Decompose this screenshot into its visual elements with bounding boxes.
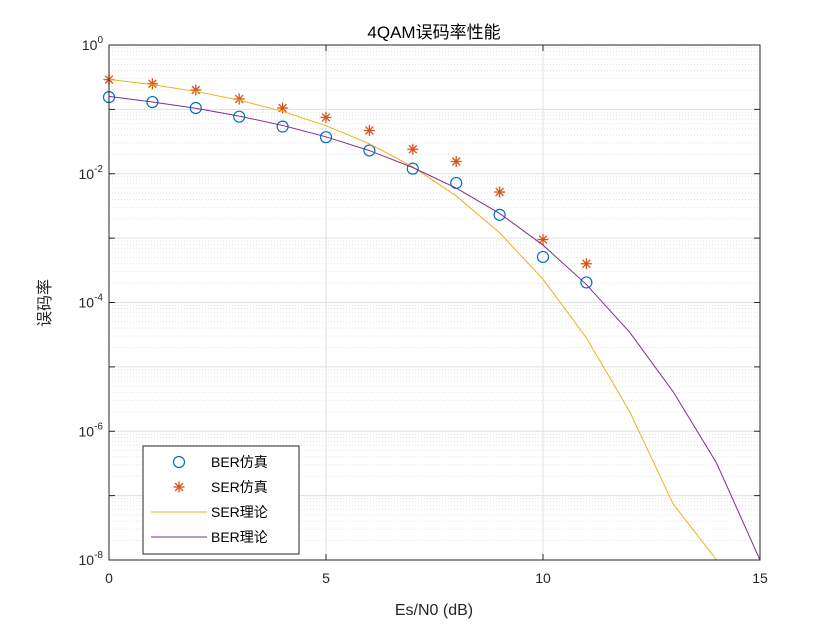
series-line <box>108 78 760 561</box>
asterisk-stroke <box>234 94 244 104</box>
asterisk-stroke <box>451 157 461 166</box>
x-tick-label: 0 <box>105 570 113 586</box>
data-point <box>580 276 593 289</box>
data-point <box>363 144 376 157</box>
legend-label: BER仿真 <box>211 454 268 470</box>
data-point <box>450 155 462 167</box>
legend-swatch <box>173 481 185 493</box>
data-point <box>363 124 375 136</box>
data-point <box>146 95 159 109</box>
asterisk-stroke <box>191 85 201 95</box>
x-tick-label: 15 <box>752 570 768 586</box>
y-tick-label: 10-2 <box>79 164 104 182</box>
data-point <box>494 186 506 198</box>
data-point <box>320 111 332 123</box>
asterisk-stroke <box>148 79 157 89</box>
data-point <box>493 208 506 221</box>
legend: BER仿真 SER仿真 SER理论 BER理论 <box>142 445 300 555</box>
asterisk-stroke <box>582 259 591 269</box>
data-point <box>407 143 419 155</box>
series-line <box>108 95 761 561</box>
chart-title: 4QAM误码率性能 <box>367 23 500 42</box>
x-tick-labels: 0 5 10 15 <box>105 570 768 586</box>
series-BER理论 <box>108 95 761 561</box>
series-SER理论 <box>108 78 760 561</box>
series-layer <box>102 74 761 561</box>
legend-swatch <box>172 455 186 469</box>
data-point <box>233 110 246 123</box>
legend-label: BER理论 <box>211 529 268 545</box>
y-axis-label: 误码率 <box>36 279 54 327</box>
data-point <box>537 234 549 246</box>
x-axis-label: Es/N0 (dB) <box>395 602 473 619</box>
data-point <box>406 162 419 175</box>
y-tick-label: 10-8 <box>79 550 104 568</box>
asterisk-stroke <box>408 144 418 154</box>
series-SER仿真 <box>103 74 592 270</box>
y-tick-label: 10-4 <box>79 293 104 311</box>
axis-ticks <box>108 44 761 561</box>
data-point <box>319 131 333 144</box>
x-tick-label: 5 <box>322 570 330 586</box>
data-point <box>233 93 245 105</box>
y-tick-labels: 100 10-2 10-4 10-6 10-8 <box>79 35 104 568</box>
data-point <box>190 84 202 96</box>
data-point <box>536 250 550 264</box>
data-point <box>580 258 592 270</box>
asterisk-stroke <box>495 187 504 197</box>
y-tick-label: 100 <box>82 35 104 53</box>
asterisk-stroke <box>538 235 548 244</box>
x-tick-label: 10 <box>535 570 551 586</box>
legend-box <box>142 445 300 555</box>
legend-label: SER理论 <box>211 504 268 520</box>
y-tick-label: 10-6 <box>79 421 104 439</box>
legend-label: SER仿真 <box>211 479 268 495</box>
asterisk-stroke <box>365 126 374 135</box>
data-point <box>189 101 202 115</box>
asterisk-stroke <box>174 482 184 492</box>
asterisk-stroke <box>321 113 331 122</box>
